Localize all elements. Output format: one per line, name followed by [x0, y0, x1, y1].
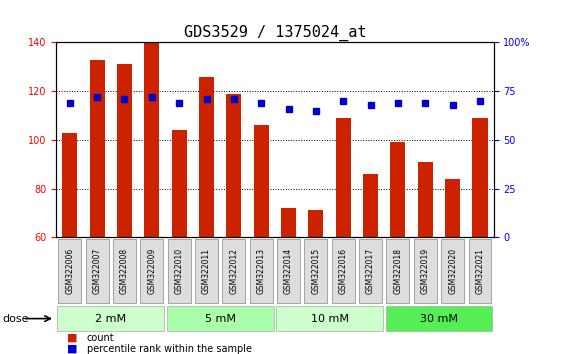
Text: GSM322021: GSM322021: [476, 248, 485, 294]
Text: GSM322014: GSM322014: [284, 248, 293, 294]
Text: 5 mM: 5 mM: [205, 314, 236, 324]
Text: GSM322008: GSM322008: [120, 248, 129, 294]
FancyBboxPatch shape: [385, 306, 493, 331]
Text: GSM322010: GSM322010: [174, 248, 183, 294]
FancyBboxPatch shape: [414, 239, 437, 303]
FancyBboxPatch shape: [305, 239, 328, 303]
Bar: [117, 64, 132, 237]
Bar: [254, 125, 269, 237]
FancyBboxPatch shape: [468, 239, 491, 303]
Bar: [199, 76, 214, 237]
FancyBboxPatch shape: [441, 239, 464, 303]
Bar: [335, 118, 351, 237]
Text: GSM322006: GSM322006: [65, 248, 74, 294]
Text: GSM322018: GSM322018: [393, 248, 402, 294]
Text: GSM322009: GSM322009: [148, 248, 157, 294]
Text: GSM322019: GSM322019: [421, 248, 430, 294]
FancyBboxPatch shape: [58, 239, 81, 303]
FancyBboxPatch shape: [332, 239, 355, 303]
FancyBboxPatch shape: [195, 239, 218, 303]
FancyBboxPatch shape: [167, 306, 274, 331]
Text: GSM322012: GSM322012: [229, 248, 238, 294]
FancyBboxPatch shape: [113, 239, 136, 303]
Text: dose: dose: [3, 314, 29, 324]
FancyBboxPatch shape: [277, 239, 300, 303]
FancyBboxPatch shape: [359, 239, 382, 303]
Text: GDS3529 / 1375024_at: GDS3529 / 1375024_at: [183, 25, 366, 41]
FancyBboxPatch shape: [250, 239, 273, 303]
Text: GSM322016: GSM322016: [339, 248, 348, 294]
Text: GSM322007: GSM322007: [93, 248, 102, 294]
Bar: [472, 118, 488, 237]
Text: count: count: [87, 333, 114, 343]
Bar: [281, 208, 296, 237]
FancyBboxPatch shape: [140, 239, 163, 303]
Text: GSM322011: GSM322011: [202, 248, 211, 294]
Bar: [309, 210, 324, 237]
Text: ■: ■: [67, 333, 78, 343]
Bar: [363, 174, 378, 237]
Bar: [144, 42, 159, 237]
FancyBboxPatch shape: [86, 239, 109, 303]
FancyBboxPatch shape: [222, 239, 245, 303]
Text: ■: ■: [67, 344, 78, 354]
Text: GSM322020: GSM322020: [448, 248, 457, 294]
Text: 2 mM: 2 mM: [95, 314, 126, 324]
Bar: [390, 142, 406, 237]
Bar: [90, 59, 105, 237]
Bar: [62, 132, 77, 237]
Bar: [445, 179, 460, 237]
Text: 10 mM: 10 mM: [311, 314, 348, 324]
Text: GSM322017: GSM322017: [366, 248, 375, 294]
FancyBboxPatch shape: [168, 239, 191, 303]
Text: percentile rank within the sample: percentile rank within the sample: [87, 344, 252, 354]
FancyBboxPatch shape: [57, 306, 164, 331]
Bar: [226, 93, 241, 237]
Text: GSM322015: GSM322015: [311, 248, 320, 294]
Text: 30 mM: 30 mM: [420, 314, 458, 324]
Text: GSM322013: GSM322013: [257, 248, 266, 294]
Bar: [418, 162, 433, 237]
FancyBboxPatch shape: [276, 306, 383, 331]
Bar: [172, 130, 187, 237]
FancyBboxPatch shape: [387, 239, 410, 303]
